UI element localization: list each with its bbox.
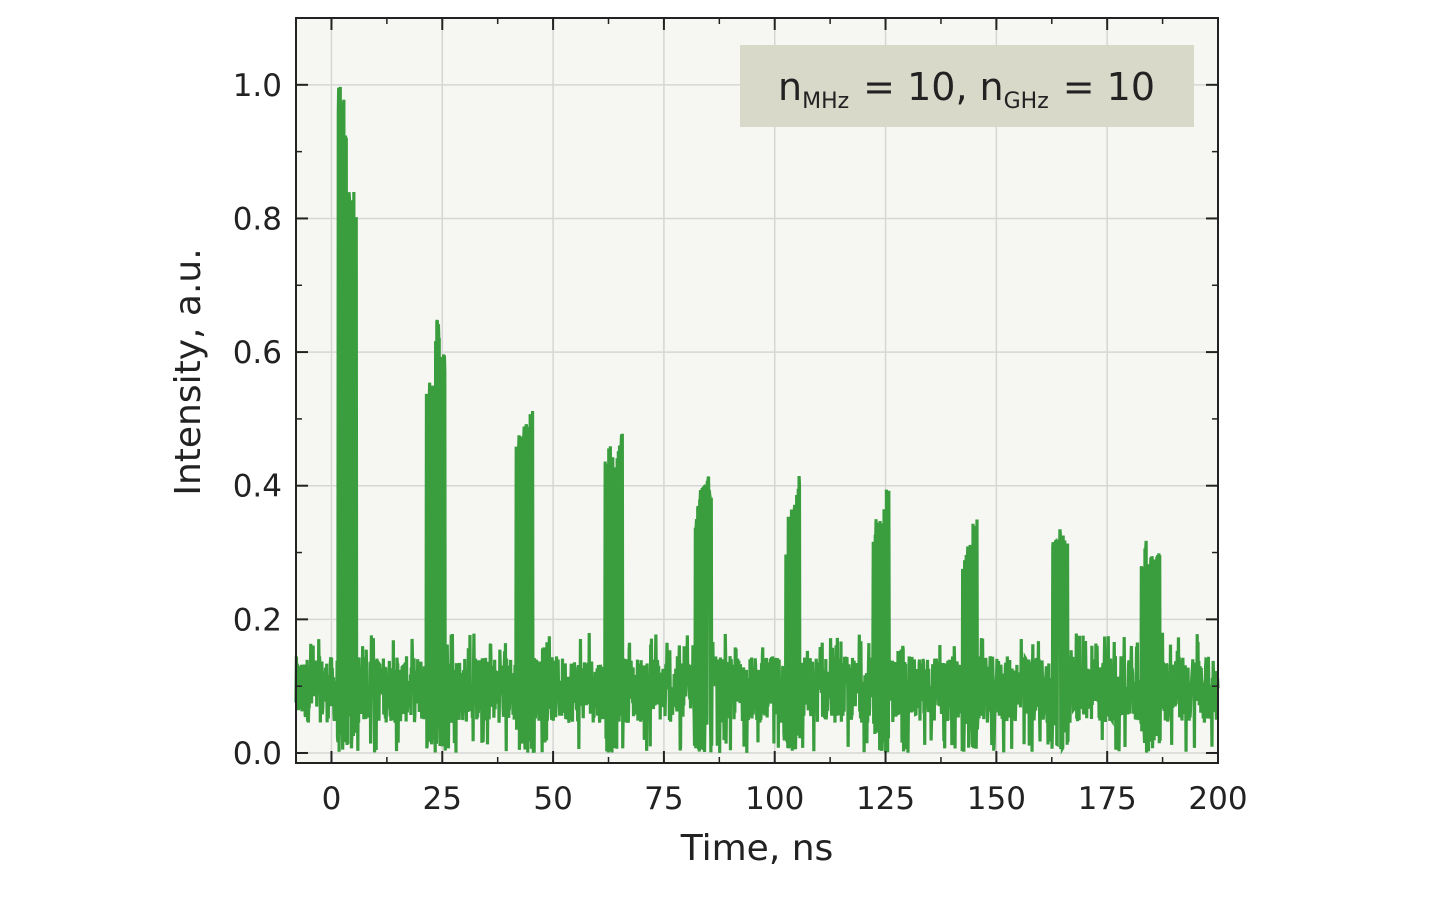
y-axis-label: Intensity, a.u. [168, 248, 209, 495]
y-tick-label: 0.8 [233, 201, 282, 237]
legend: nMHz = 10, nGHz = 10 [740, 45, 1194, 127]
x-tick-label: 100 [745, 781, 804, 817]
y-tick-label: 0.4 [233, 469, 282, 505]
x-tick-label: 125 [856, 781, 915, 817]
series-signal [294, 86, 1220, 755]
y-tick-label: 0.2 [233, 602, 282, 638]
x-tick-label: 25 [423, 781, 462, 817]
legend-box [740, 45, 1194, 127]
legend-n-ghz: n [980, 65, 1004, 109]
plot-frame [295, 17, 1219, 764]
legend-ghz-value: = 10 [1063, 65, 1155, 109]
x-axis-label: Time, ns [680, 828, 834, 869]
legend-n-mhz: n [778, 65, 802, 109]
x-tick-label: 75 [644, 781, 683, 817]
y-tick-label: 0.0 [233, 736, 282, 772]
y-tick-label: 0.6 [233, 335, 282, 371]
legend-mhz-subscript: MHz [802, 89, 849, 114]
x-tick-label: 200 [1188, 781, 1247, 817]
legend-text: nMHz = 10, nGHz = 10 [778, 65, 1155, 114]
tick-labels: 0 25 50 75 100 125 150 175 200 0.0 0.2 0.4 0.6 0.8 1.0 [233, 68, 1248, 817]
x-tick-label: 175 [1078, 781, 1137, 817]
legend-ghz-subscript: GHz [1004, 89, 1049, 114]
x-tick-label: 0 [322, 781, 342, 817]
y-tick-label: 1.0 [233, 68, 282, 104]
axis-ticks [296, 17, 1219, 763]
x-tick-label: 150 [967, 781, 1026, 817]
legend-mhz-value: = 10, [863, 65, 967, 109]
x-tick-label: 50 [533, 781, 572, 817]
signal-line [294, 86, 1220, 755]
